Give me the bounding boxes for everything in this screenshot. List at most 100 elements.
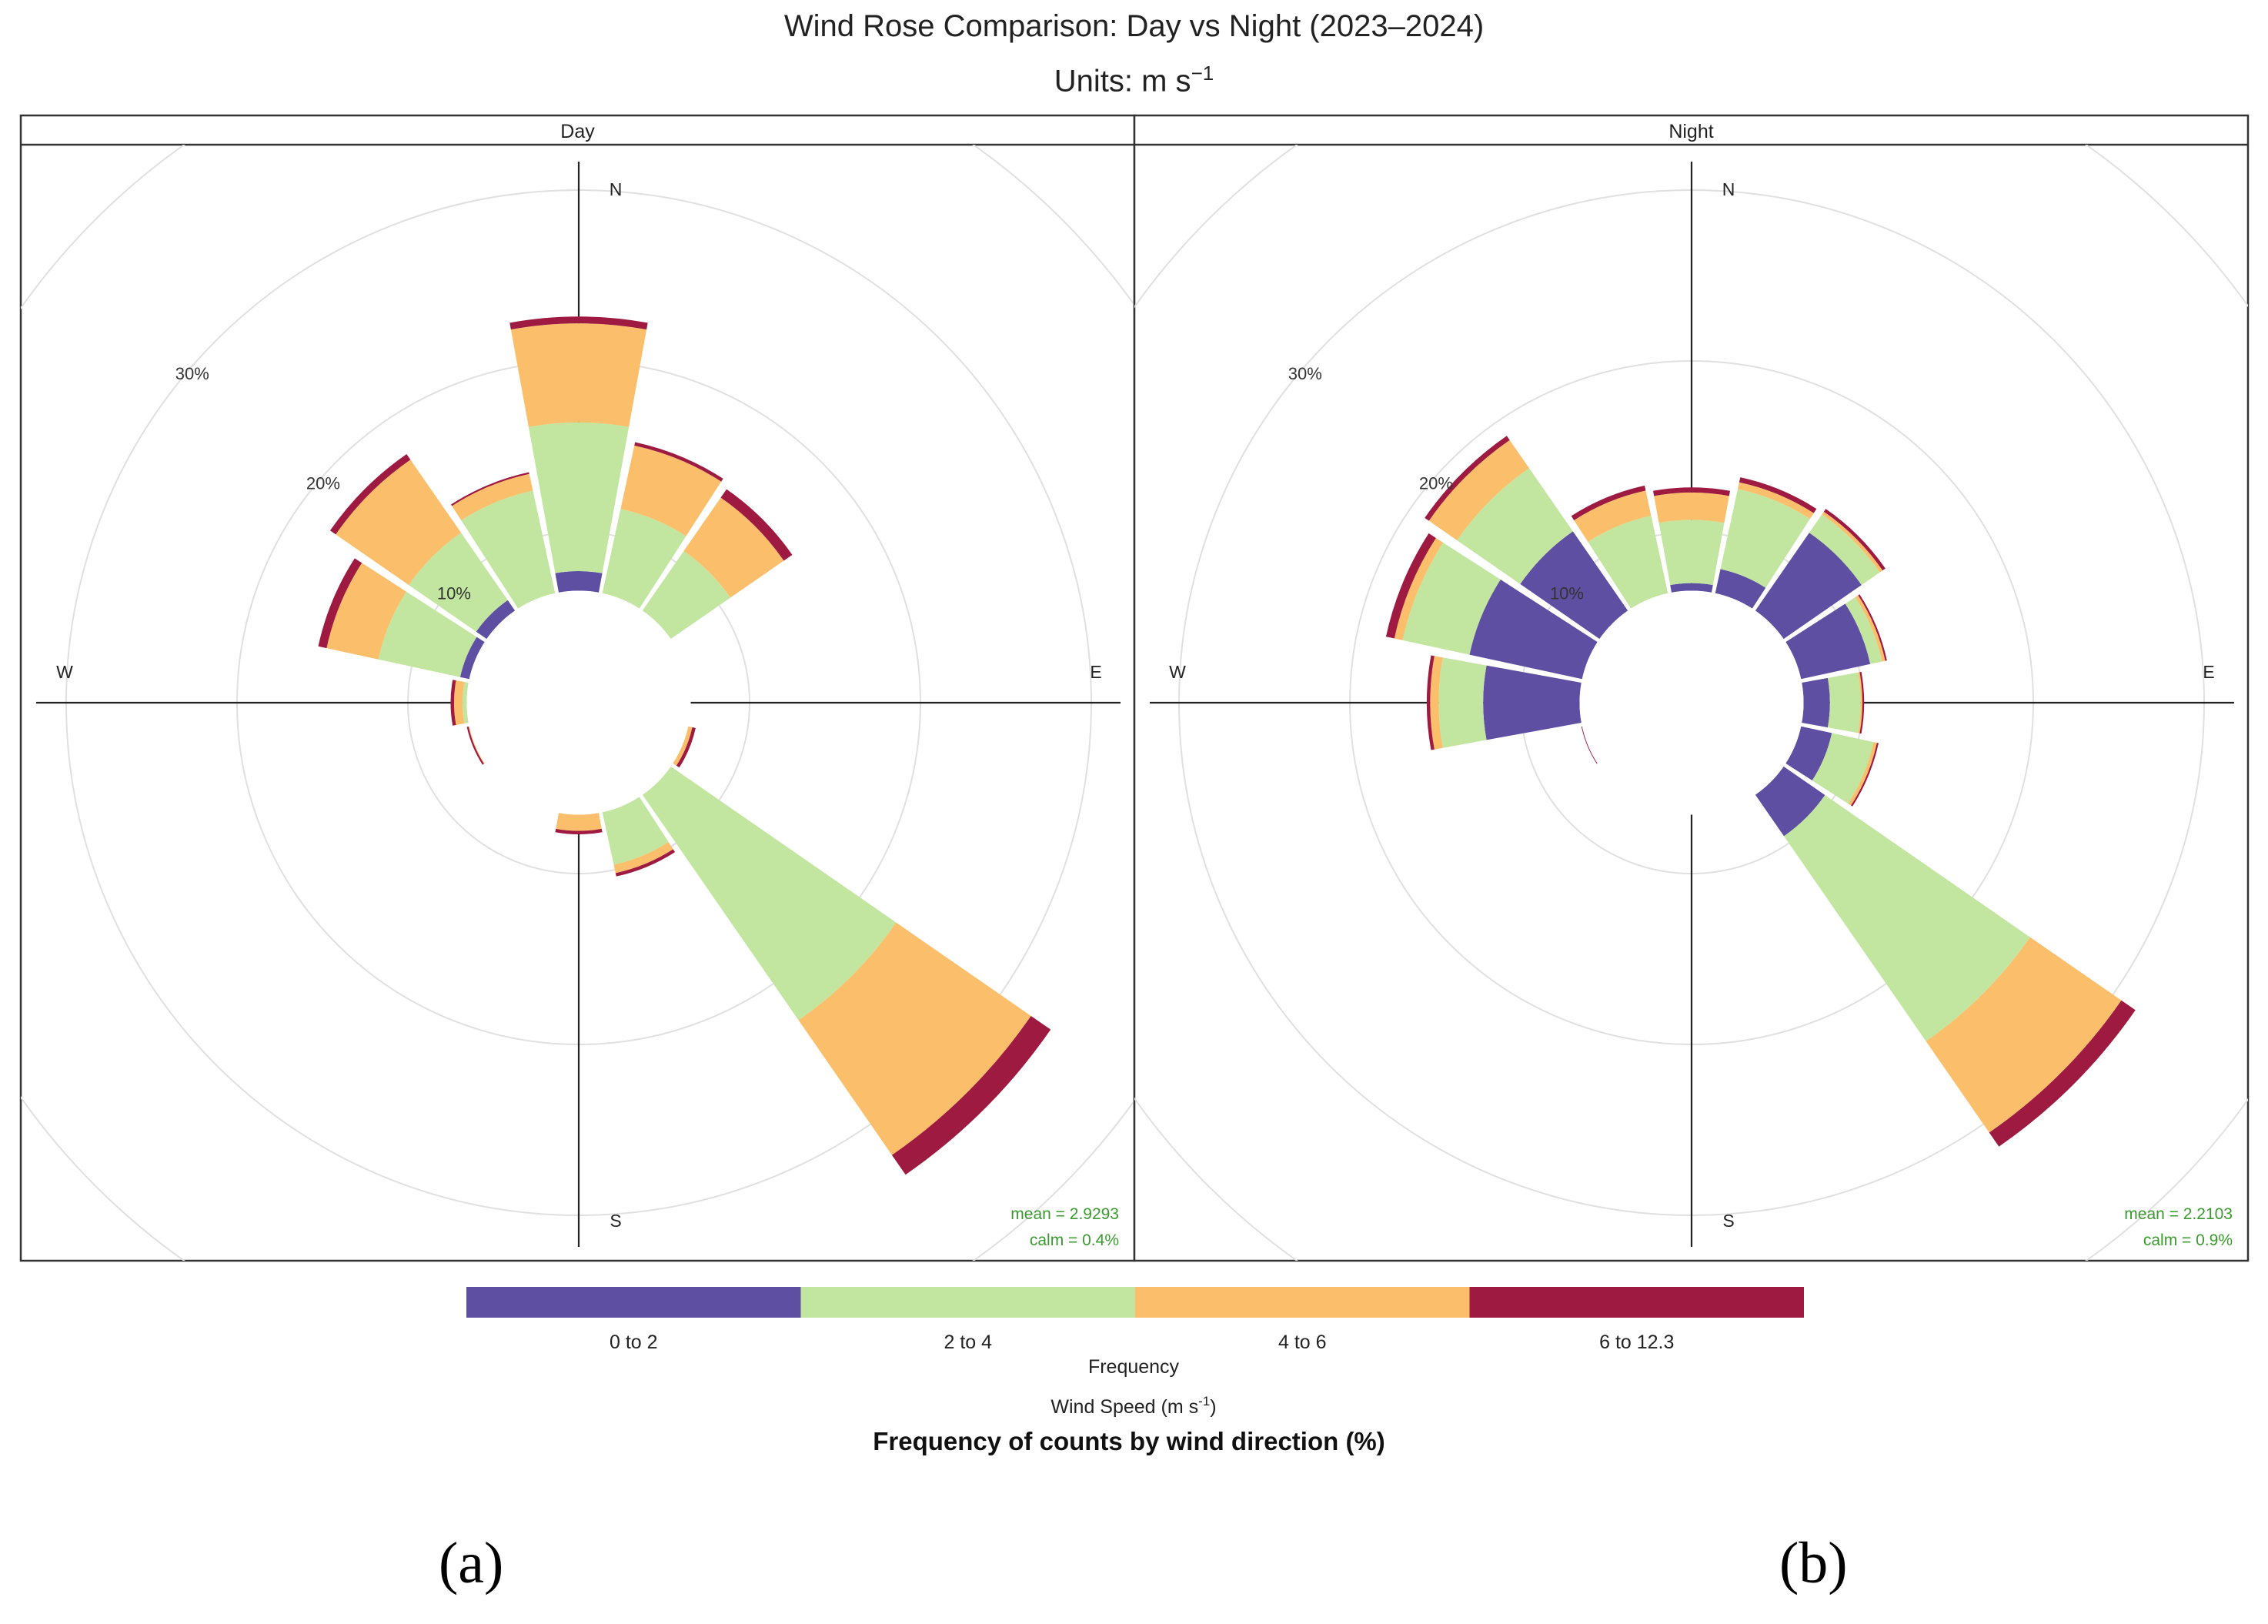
wedge-wsw-bin4 — [466, 726, 484, 765]
wedge-ne-bin4 — [720, 489, 793, 561]
compass-label-w: W — [56, 662, 73, 682]
wedge-n-bin3 — [510, 323, 647, 427]
wedge-ese-bin4 — [676, 727, 696, 768]
wedge-ne-bin3 — [1822, 511, 1883, 573]
wedge-wnw-bin1 — [459, 637, 485, 680]
wedge-wsw-bin3 — [468, 726, 485, 764]
wedge-w-bin2 — [463, 682, 469, 723]
wedge-e-bin1 — [1802, 677, 1830, 728]
compass-label-w: W — [1169, 662, 1186, 682]
wedge-s-bin3 — [556, 813, 602, 831]
calm-annotation: calm = 0.4% — [1030, 1231, 1119, 1249]
wedge-nne-bin2 — [602, 509, 686, 609]
wedge-nw-bin1 — [1520, 531, 1628, 640]
calm-circle — [466, 590, 691, 815]
wedge-wnw-bin1 — [1469, 580, 1598, 680]
wedge-n-bin4 — [1652, 487, 1731, 496]
wedge-n-bin3 — [1654, 492, 1729, 523]
wedge-nnw-bin3 — [1574, 490, 1652, 542]
wedge-w-bin4 — [450, 680, 456, 726]
radial-tick-label: 20% — [1419, 474, 1453, 493]
wedge-wnw-bin2 — [1402, 542, 1501, 655]
wedge-nw-bin4 — [329, 453, 411, 535]
wedge-nw-bin3 — [1428, 439, 1529, 540]
legend-swatch-bin3 — [1135, 1287, 1470, 1318]
wedge-ene-bin4 — [1858, 594, 1887, 661]
wedge-wnw-bin3 — [326, 563, 407, 660]
wedge-se-bin4 — [1989, 1000, 2136, 1147]
units-text: Units: m s — [1054, 64, 1191, 99]
wedge-e-bin3 — [1858, 672, 1862, 733]
wedge-sse-bin4 — [615, 849, 676, 877]
panel-label-a: (a) — [439, 1531, 504, 1596]
wedge-se-bin2 — [1784, 795, 2030, 1041]
compass-label-e: E — [2203, 662, 2214, 682]
wedge-ese-bin4 — [1851, 743, 1879, 807]
wedge-n-bin2 — [528, 422, 630, 573]
wedge-ene-bin3 — [1855, 595, 1886, 662]
wedge-w-bin2 — [1438, 657, 1487, 748]
legend-swatch-bin4 — [1469, 1287, 1804, 1318]
wedge-e-bin2 — [1827, 672, 1861, 733]
mean-annotation: mean = 2.9293 — [1010, 1205, 1119, 1223]
wedge-n-bin2 — [1658, 520, 1725, 586]
legend: 0 to 2 2 to 4 4 to 6 6 to 12.3 Frequency Wind… — [466, 1287, 1804, 1455]
wedge-s-bin4 — [555, 828, 603, 834]
wedge-wnw-bin3 — [1394, 537, 1444, 640]
legend-speed-superscript: -1 — [1198, 1394, 1210, 1408]
wedge-ne-bin1 — [1755, 533, 1862, 640]
wedge-nne-bin4 — [1739, 477, 1817, 513]
wedge-nne-bin4 — [634, 442, 723, 482]
radial-tick-label: 20% — [306, 474, 340, 493]
polar-area: 10% 20% 30% N S E W — [21, 145, 1134, 1261]
panel-label-b: (b) — [1779, 1531, 1848, 1596]
radial-tick-label: 30% — [1288, 364, 1322, 383]
wedge-nnw-bin2 — [1588, 515, 1668, 609]
legend-caption: Frequency of counts by wind direction (%… — [873, 1427, 1385, 1455]
wedge-w-bin3 — [1430, 656, 1443, 750]
wedge-ne-bin4 — [1823, 509, 1886, 571]
wedge-w-bin3 — [453, 680, 465, 725]
wedge-se-bin4 — [891, 1015, 1051, 1175]
radial-tick-label: 10% — [1550, 583, 1584, 603]
legend-swatch-bin1 — [466, 1287, 801, 1318]
wedge-nw-bin2 — [1457, 468, 1573, 584]
wedge-nnw-bin4 — [1571, 485, 1646, 521]
wedge-wsw-bin4 — [1581, 726, 1598, 764]
wedge-w-bin4 — [1426, 655, 1435, 750]
wedge-ese-bin3 — [1848, 742, 1877, 806]
wedge-ese-bin2 — [1812, 733, 1874, 804]
wedge-ne-bin2 — [642, 550, 731, 640]
polar-area: 10% 20% 30% N S E W — [1134, 145, 2248, 1261]
compass-label-s: S — [1722, 1211, 1734, 1231]
wedge-n-bin4 — [509, 316, 648, 330]
wedge-w-bin1 — [1483, 665, 1582, 740]
compass-label-e: E — [1090, 662, 1101, 682]
legend-bin-label: 6 to 12.3 — [1599, 1332, 1674, 1353]
wedge-n-bin1 — [1670, 583, 1713, 593]
wedge-nnw-bin2 — [461, 490, 556, 609]
wedge-ne-bin3 — [683, 497, 784, 598]
wedge-nw-bin3 — [336, 459, 462, 586]
figure-title: Wind Rose Comparison: Day vs Night (2023… — [783, 9, 1485, 43]
wedge-nw-bin2 — [409, 533, 508, 632]
wedge-nw-bin1 — [476, 600, 516, 640]
radial-tick-label: 10% — [437, 583, 471, 603]
wedge-sse-bin3 — [613, 842, 673, 874]
wedge-nw-bin4 — [1425, 436, 1510, 521]
units-title: Units: m s−1 — [0, 62, 2268, 99]
compass-label-n: N — [1722, 179, 1735, 199]
wedge-nnw-bin3 — [452, 473, 533, 521]
wedge-se-bin1 — [1755, 766, 1825, 837]
calm-annotation: calm = 0.9% — [2143, 1231, 2233, 1249]
legend-bin-label: 2 to 4 — [944, 1332, 992, 1353]
wedge-ene-bin2 — [1845, 596, 1882, 664]
wedge-se-bin3 — [798, 922, 1031, 1155]
wedge-nne-bin3 — [1738, 482, 1814, 520]
wedge-ese-bin1 — [1785, 726, 1832, 781]
wedge-nne-bin2 — [1720, 489, 1810, 588]
legend-bin-label: 0 to 2 — [610, 1332, 658, 1353]
wedge-wnw-bin4 — [318, 558, 362, 649]
units-superscript: −1 — [1191, 62, 1214, 85]
